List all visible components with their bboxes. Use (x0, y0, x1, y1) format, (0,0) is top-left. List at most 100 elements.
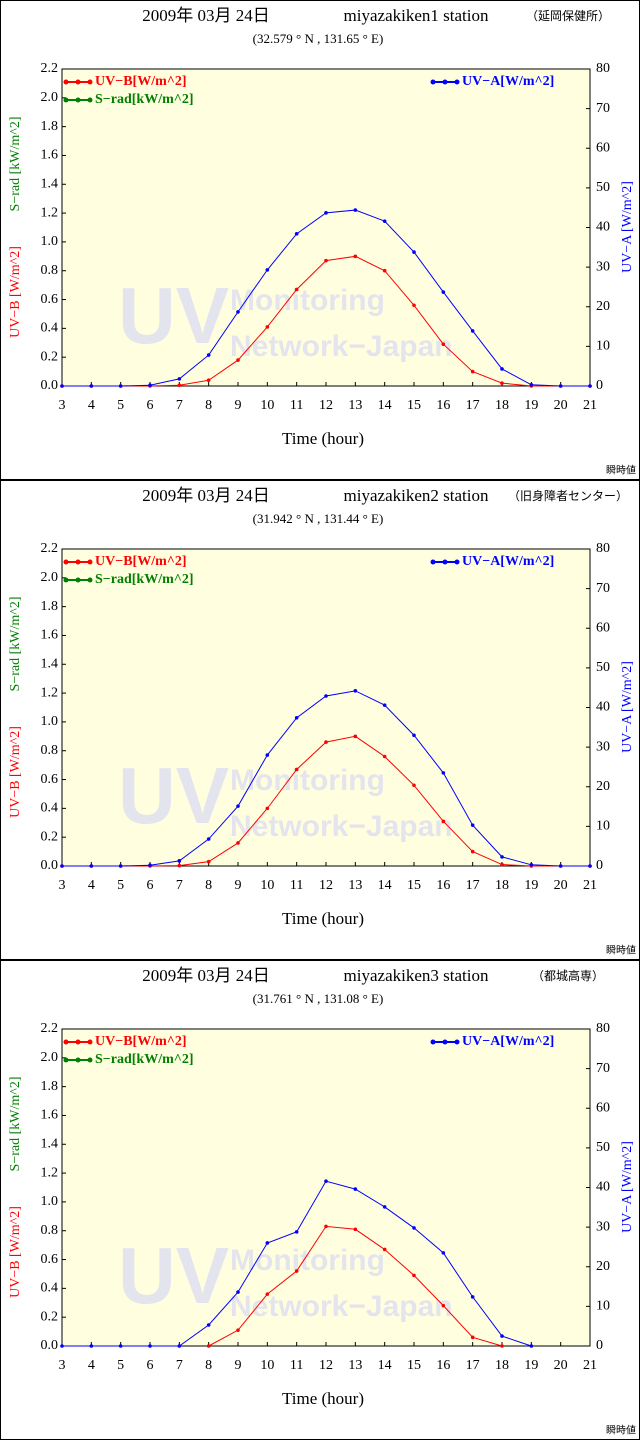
x-tick-label: 8 (205, 1358, 212, 1373)
data-point (206, 1344, 211, 1348)
x-tick-label: 21 (583, 878, 597, 893)
y2-tick-label: 50 (596, 1140, 610, 1155)
y-axis-label: S−rad [kW/m^2] (8, 1077, 23, 1172)
x-tick-label: 17 (466, 398, 480, 413)
y-tick-label: 1.6 (41, 628, 59, 643)
data-point (558, 864, 563, 868)
data-point (89, 384, 94, 388)
legend-marker (75, 97, 81, 103)
watermark: Network−Japan (230, 810, 453, 843)
x-axis-label: Time (hour) (282, 1389, 364, 1408)
x-tick-label: 5 (117, 878, 124, 893)
chart-title: 2009年 03月 24日 (142, 966, 270, 985)
legend-marker (75, 559, 81, 565)
legend-label: UV−A[W/m^2] (462, 1034, 554, 1049)
x-tick-label: 9 (235, 878, 242, 893)
watermark: Monitoring (230, 284, 385, 317)
data-point (294, 1230, 299, 1234)
x-tick-label: 18 (495, 398, 509, 413)
x-tick-label: 7 (176, 878, 183, 893)
data-point (265, 806, 270, 811)
data-point (236, 310, 240, 314)
x-tick-label: 4 (88, 878, 95, 893)
plot-area (62, 549, 590, 866)
data-point (294, 1269, 299, 1273)
x-tick-label: 18 (495, 878, 509, 893)
x-tick-label: 11 (290, 878, 303, 893)
data-point (177, 383, 182, 388)
data-point (324, 258, 328, 263)
x-tick-label: 3 (59, 878, 66, 893)
y2-tick-label: 80 (596, 1021, 610, 1036)
x-tick-label: 17 (466, 878, 480, 893)
coordinates: (31.761 ° N , 131.08 ° E) (253, 991, 384, 1006)
y-tick-label: 1.0 (41, 234, 59, 249)
y2-tick-label: 20 (596, 779, 610, 794)
data-point (60, 384, 64, 388)
y-axis-label: S−rad [kW/m^2] (8, 117, 23, 212)
x-tick-label: 12 (319, 398, 333, 413)
x-tick-label: 13 (348, 398, 362, 413)
data-point (118, 864, 123, 868)
y2-axis-label: UV−A [W/m^2] (620, 181, 635, 273)
y2-tick-label: 60 (596, 1100, 610, 1115)
legend-marker (430, 79, 436, 85)
y2-tick-label: 60 (596, 140, 610, 155)
data-point (353, 1227, 358, 1232)
y-axis-label: UV−B [W/m^2] (8, 726, 23, 818)
legend-marker (87, 559, 93, 565)
legend-label: UV−B[W/m^2] (95, 1034, 187, 1049)
chart-panel: 2009年 03月 24日 miyazakiken1 station （延岡保健所）… (0, 0, 640, 480)
data-point (265, 753, 270, 757)
y-tick-label: 1.4 (41, 1136, 59, 1151)
data-point (500, 855, 504, 859)
x-tick-label: 7 (176, 398, 183, 413)
x-tick-label: 4 (88, 398, 95, 413)
y-tick-label: 2.0 (41, 570, 59, 585)
x-tick-label: 15 (407, 1358, 421, 1373)
y2-tick-label: 70 (596, 101, 610, 116)
y2-tick-label: 40 (596, 220, 610, 235)
x-tick-label: 20 (554, 1358, 568, 1373)
y2-tick-label: 80 (596, 61, 610, 76)
y-tick-label: 1.2 (41, 205, 59, 220)
x-tick-label: 21 (583, 398, 597, 413)
data-point (148, 863, 152, 868)
data-point (470, 849, 475, 854)
data-point (89, 1344, 94, 1348)
legend-marker (63, 97, 69, 103)
data-point (236, 804, 240, 808)
x-tick-label: 9 (235, 398, 242, 413)
data-point (206, 378, 211, 383)
x-tick-label: 4 (88, 1358, 95, 1373)
y2-tick-label: 70 (596, 581, 610, 596)
legend-marker (75, 79, 81, 85)
x-tick-label: 16 (436, 398, 450, 413)
y-tick-label: 2.0 (41, 90, 59, 105)
y-tick-label: 0.4 (41, 1281, 59, 1296)
x-tick-label: 6 (147, 1358, 154, 1373)
y2-tick-label: 10 (596, 1299, 610, 1314)
data-point (382, 703, 387, 707)
data-point (500, 367, 504, 371)
x-tick-label: 10 (260, 1358, 274, 1373)
x-tick-label: 16 (436, 1358, 450, 1373)
y2-tick-label: 30 (596, 1219, 610, 1234)
x-tick-label: 21 (583, 1358, 597, 1373)
data-point (529, 383, 534, 387)
y-tick-label: 1.0 (41, 1194, 59, 1209)
y2-tick-label: 0 (596, 858, 603, 873)
data-point (500, 1344, 504, 1348)
station-subtitle: （都城高専） (532, 968, 604, 983)
y2-tick-label: 60 (596, 620, 610, 635)
coordinates: (31.942 ° N , 131.44 ° E) (253, 511, 384, 526)
y2-tick-label: 70 (596, 1061, 610, 1076)
y2-tick-label: 0 (596, 1338, 603, 1353)
x-tick-label: 8 (205, 398, 212, 413)
y-tick-label: 0.0 (41, 1338, 59, 1353)
station-name: miyazakiken3 station (344, 966, 489, 985)
data-point (265, 325, 270, 329)
x-tick-label: 13 (348, 1358, 362, 1373)
data-point (412, 1273, 416, 1278)
